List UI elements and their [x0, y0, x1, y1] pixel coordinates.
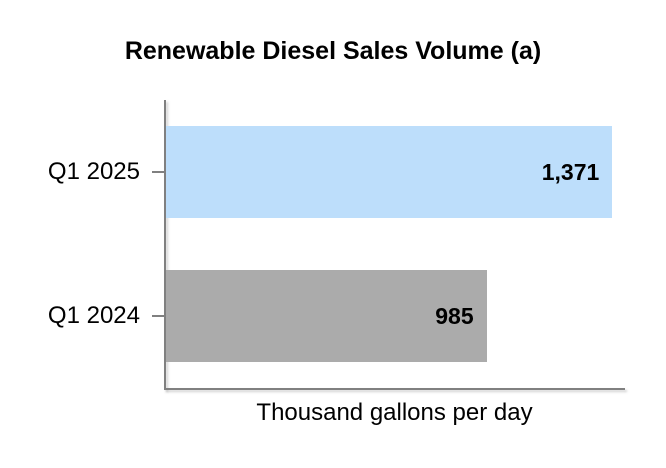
plot-area: 1,371 985 [166, 100, 625, 388]
bar-q1-2024: 985 [166, 270, 487, 362]
y-axis-line [164, 100, 166, 390]
category-label: Q1 2025 [47, 158, 140, 185]
category-label: Q1 2024 [47, 302, 140, 329]
bar-q1-2025: 1,371 [166, 126, 613, 218]
bar-value-label: 1,371 [541, 158, 600, 185]
x-axis-line [164, 388, 625, 390]
chart-title: Renewable Diesel Sales Volume (a) [124, 37, 542, 65]
y-axis-tick [152, 315, 164, 317]
bar-value-label: 985 [435, 302, 474, 329]
y-axis-tick [152, 171, 164, 173]
x-axis-title: Thousand gallons per day [256, 399, 533, 426]
